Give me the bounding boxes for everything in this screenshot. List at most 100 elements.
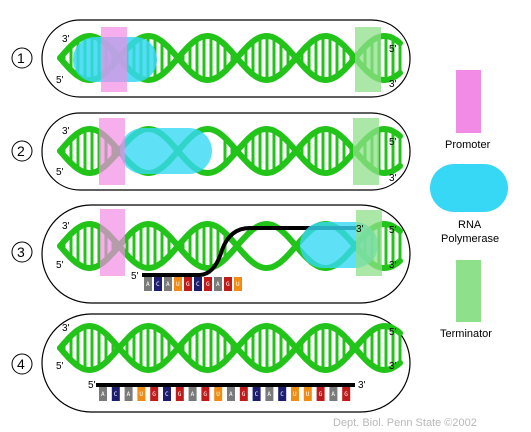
rna-base-letter: G (203, 391, 207, 398)
rna-base (144, 277, 152, 291)
dna-strand-bottom (57, 322, 403, 374)
panel-2: 2 3' 5' 5' 3' (11, 112, 411, 191)
promoter-region (99, 118, 125, 185)
panel-4: 4 A C A U G C G A G U A G C A C U U G A G 3' 5' 5' 3' 5' 3' (11, 313, 411, 413)
rna-5prime-label: 5' (88, 380, 96, 391)
rna-base-letter: C (165, 391, 169, 398)
promoter-region (100, 209, 125, 276)
dna-strand-top (57, 322, 403, 374)
rna-base-letter: G (226, 281, 230, 288)
rna-base (194, 277, 202, 291)
rna-base (291, 387, 299, 401)
rna-base-letter: C (196, 281, 200, 288)
rna-base-letter: G (344, 391, 348, 398)
legend-polymerase-label-line2: Polymerase (441, 233, 499, 245)
rna-base (265, 387, 274, 401)
label-5prime: 5' (56, 361, 64, 372)
rna-base-letter: A (127, 391, 131, 398)
label-5prime: 5' (56, 167, 64, 178)
panel-1: 1 3' 5' 5' 3' (11, 19, 411, 98)
step-circle (11, 241, 33, 263)
rna-base (184, 277, 192, 291)
credit-text: Dept. Biol. Penn State ©2002 (333, 417, 477, 429)
terminator-region (355, 27, 381, 92)
rna-base (278, 387, 287, 401)
terminator-region (353, 118, 379, 185)
label-5prime: 5' (56, 75, 64, 86)
rna-3prime-label: 3' (356, 224, 364, 235)
legend-terminator-swatch (456, 260, 481, 322)
label-3prime: 3' (62, 323, 70, 334)
rna-base (188, 387, 197, 401)
label-3prime: 3' (62, 221, 70, 232)
label-3prime: 3' (389, 260, 397, 271)
step-number: 3 (17, 244, 25, 260)
rna-base-letter: A (191, 391, 195, 398)
rna-base-letter: C (255, 391, 259, 398)
rna-base-letter: G (319, 391, 323, 398)
rna-base-letter: C (156, 281, 160, 288)
rna-base (164, 277, 172, 291)
rna-base (303, 387, 312, 401)
rna-base-letter: A (216, 281, 220, 288)
rna-base-letter: G (152, 391, 156, 398)
rna-base (214, 387, 223, 401)
rna-base-letter: U (293, 391, 297, 398)
rna-base-letter: G (178, 391, 182, 398)
rna-base-letter: C (114, 391, 118, 398)
rna-base-letter: A (267, 391, 271, 398)
dna-helix (57, 322, 403, 374)
rna-base (124, 387, 133, 401)
rna-base (150, 387, 159, 401)
step-circle (11, 353, 33, 375)
rna-5prime-label: 5' (131, 271, 139, 282)
step-number: 1 (17, 50, 25, 66)
rna-base (99, 387, 107, 401)
rna-base-letter: A (166, 281, 170, 288)
terminator-region (356, 210, 382, 276)
rna-base (201, 387, 210, 401)
legend-polymerase-label-line1: RNA (458, 219, 482, 231)
rna-base (342, 387, 351, 401)
rna-base-letter: G (206, 281, 210, 288)
rna-base (227, 387, 235, 401)
rna-base-letter: G (186, 281, 190, 288)
rna-base (174, 277, 182, 291)
rna-base (224, 277, 232, 291)
step-circle (11, 47, 33, 69)
rna-base (154, 277, 162, 291)
rna-base-letter: A (146, 281, 150, 288)
rna-base (252, 387, 261, 401)
step-circle (11, 140, 33, 162)
rna-base (163, 387, 171, 401)
rna-base (234, 277, 242, 291)
label-5prime: 5' (389, 225, 397, 236)
rna-base-letter: A (229, 391, 233, 398)
rna-base (316, 387, 325, 401)
legend-terminator-label: Terminator (440, 328, 492, 340)
rna-base (175, 387, 184, 401)
rna-base (239, 387, 248, 401)
legend-polymerase-swatch (430, 164, 508, 212)
rna-base-letter: G (242, 391, 246, 398)
label-5prime: 5' (389, 327, 397, 338)
rna-base-letter: U (306, 391, 310, 398)
rna-base-letter: C (280, 391, 284, 398)
rna-base (214, 277, 222, 291)
rna-base-letter: A (331, 391, 335, 398)
rna-polymerase (120, 128, 212, 174)
legend-promoter-swatch (456, 70, 481, 133)
label-5prime: 5' (389, 137, 397, 148)
rna-base-letter: U (176, 281, 180, 288)
rna-base (329, 387, 338, 401)
promoter-region (101, 27, 127, 92)
rna-base-letter: U (139, 391, 143, 398)
label-5prime: 5' (56, 260, 64, 271)
rna-base-letter: A (101, 391, 105, 398)
rna-transcript-backbone (142, 226, 360, 277)
rna-base (137, 387, 146, 401)
label-3prime: 3' (62, 126, 70, 137)
rna-3prime-label: 3' (358, 380, 366, 391)
